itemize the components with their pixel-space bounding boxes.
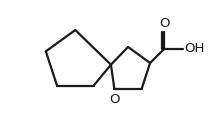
Text: O: O (109, 93, 120, 106)
Text: OH: OH (184, 42, 205, 55)
Text: O: O (159, 17, 170, 30)
